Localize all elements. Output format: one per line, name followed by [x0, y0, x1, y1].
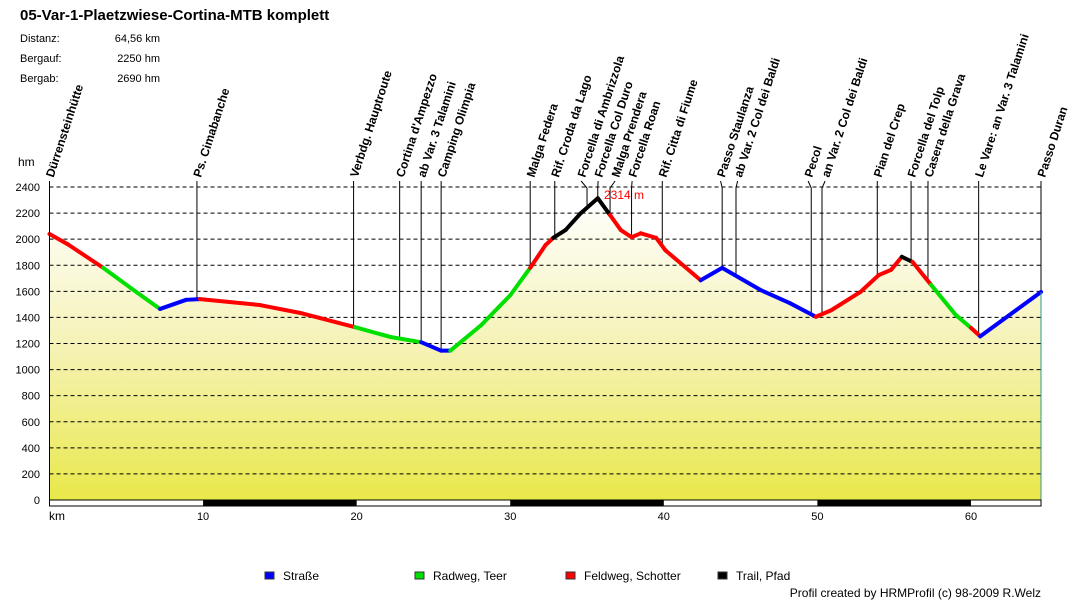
y-tick-label: 2200 — [16, 208, 40, 220]
waypoint-line — [807, 180, 812, 315]
max-elevation-label: 2314 m — [604, 188, 644, 202]
waypoint-line — [580, 180, 588, 208]
profile-segment — [889, 254, 904, 272]
profile-segment — [858, 273, 881, 294]
profile-segment — [608, 213, 623, 233]
profile-segment — [479, 293, 513, 328]
profile-area — [49, 198, 1041, 501]
y-tick-label: 1600 — [16, 286, 40, 298]
profile-segment — [101, 265, 133, 291]
profile-segment — [297, 310, 358, 330]
chart-title: 05-Var-1-Plaetzwiese-Cortina-MTB komplet… — [20, 7, 329, 24]
legend-swatch — [565, 571, 576, 580]
x-tick-label: 10 — [197, 511, 209, 523]
waypoint-label: Pian del Crep — [871, 102, 908, 179]
y-axis-label: hm — [18, 155, 35, 169]
profile-segment — [128, 286, 163, 311]
x-tick-label: 50 — [811, 511, 823, 523]
waypoint-line — [631, 180, 633, 238]
y-tick-label: 2000 — [16, 234, 40, 246]
x-tick-label: 20 — [351, 511, 363, 523]
legend-label: Radweg, Teer — [433, 569, 507, 583]
profile-segment — [551, 228, 568, 240]
profile-segment — [829, 289, 863, 313]
waypoint-line — [821, 180, 826, 315]
profile-segment — [876, 267, 894, 278]
y-tick-label: 1000 — [16, 365, 40, 377]
legend-swatch — [414, 571, 425, 580]
x-tick-label: 30 — [504, 511, 516, 523]
waypoint-line — [609, 180, 616, 216]
x-axis-bar-segment — [510, 500, 664, 506]
y-tick-label: 800 — [22, 391, 40, 403]
profile-segment — [929, 282, 958, 317]
profile-segment — [184, 297, 203, 302]
waypoint-label: an Var. 2 Col dei Baldi — [819, 56, 871, 179]
profile-segment — [448, 323, 484, 353]
profile-segment — [910, 259, 934, 287]
waypoint-line — [720, 180, 723, 268]
stat-value: 64,56 km — [115, 33, 160, 45]
legend-label: Straße — [283, 569, 319, 583]
stat-label: Distanz: — [20, 33, 60, 45]
waypoint-label: Verbdg. Hauptroute — [347, 68, 395, 179]
profile-segment — [563, 211, 583, 233]
waypoint-line — [735, 180, 739, 276]
profile-segment — [388, 334, 424, 345]
credit-text: Profil created by HRMProfil (c) 98-2009 … — [790, 586, 1041, 600]
x-axis-bar-segment — [203, 500, 357, 506]
profile-segment — [618, 228, 634, 240]
y-tick-label: 1400 — [16, 312, 40, 324]
x-tick-label: 40 — [658, 511, 670, 523]
legend-label: Trail, Pfad — [736, 569, 790, 583]
profile-segment — [419, 340, 444, 353]
profile-segment — [158, 297, 189, 311]
profile-segment — [508, 265, 533, 298]
x-tick-label: 60 — [965, 511, 977, 523]
waypoint-label: Dürrensteinhütte — [43, 82, 86, 179]
profile-segment — [698, 265, 725, 283]
y-tick-label: 600 — [22, 417, 40, 429]
legend-swatch — [264, 571, 275, 580]
profile-segment — [638, 231, 659, 240]
x-axis-bar-segment — [817, 500, 971, 506]
stat-value: 2690 hm — [117, 73, 160, 85]
profile-segment — [198, 297, 262, 308]
profile-segment — [663, 248, 703, 283]
profile-segment — [968, 325, 983, 339]
profile-segment — [720, 265, 763, 293]
y-tick-label: 2400 — [16, 182, 40, 194]
y-tick-label: 1200 — [16, 339, 40, 351]
stat-value: 2250 hm — [117, 53, 160, 65]
waypoint-label: Passo Duran — [1035, 105, 1071, 179]
profile-segment — [47, 231, 70, 247]
profile-segment — [813, 308, 834, 319]
legend-swatch — [717, 571, 728, 580]
profile-segment — [654, 235, 668, 253]
profile-segment — [978, 289, 1043, 339]
profile-segment — [353, 325, 393, 339]
profile-segment — [953, 312, 973, 330]
y-tick-label: 200 — [22, 469, 40, 481]
waypoint-label: Rif. Citta di Fiume — [656, 77, 701, 179]
waypoint-label: Le Vare: an Var. 3 Talamini — [972, 32, 1032, 179]
x-axis-label: km — [49, 509, 65, 523]
profile-segment — [528, 243, 548, 270]
stat-label: Bergauf: — [20, 53, 62, 65]
stat-label: Bergab: — [20, 73, 59, 85]
profile-segment — [595, 196, 613, 218]
profile-segment — [578, 196, 600, 216]
profile-segment — [257, 303, 302, 315]
y-tick-label: 0 — [34, 495, 40, 507]
profile-segment — [65, 242, 106, 270]
y-tick-label: 1800 — [16, 260, 40, 272]
profile-segment — [758, 288, 792, 306]
profile-segment — [787, 301, 818, 319]
legend-label: Feldweg, Schotter — [584, 569, 681, 583]
waypoint-label: Ps. Cimabanche — [190, 86, 232, 179]
y-tick-label: 400 — [22, 443, 40, 455]
